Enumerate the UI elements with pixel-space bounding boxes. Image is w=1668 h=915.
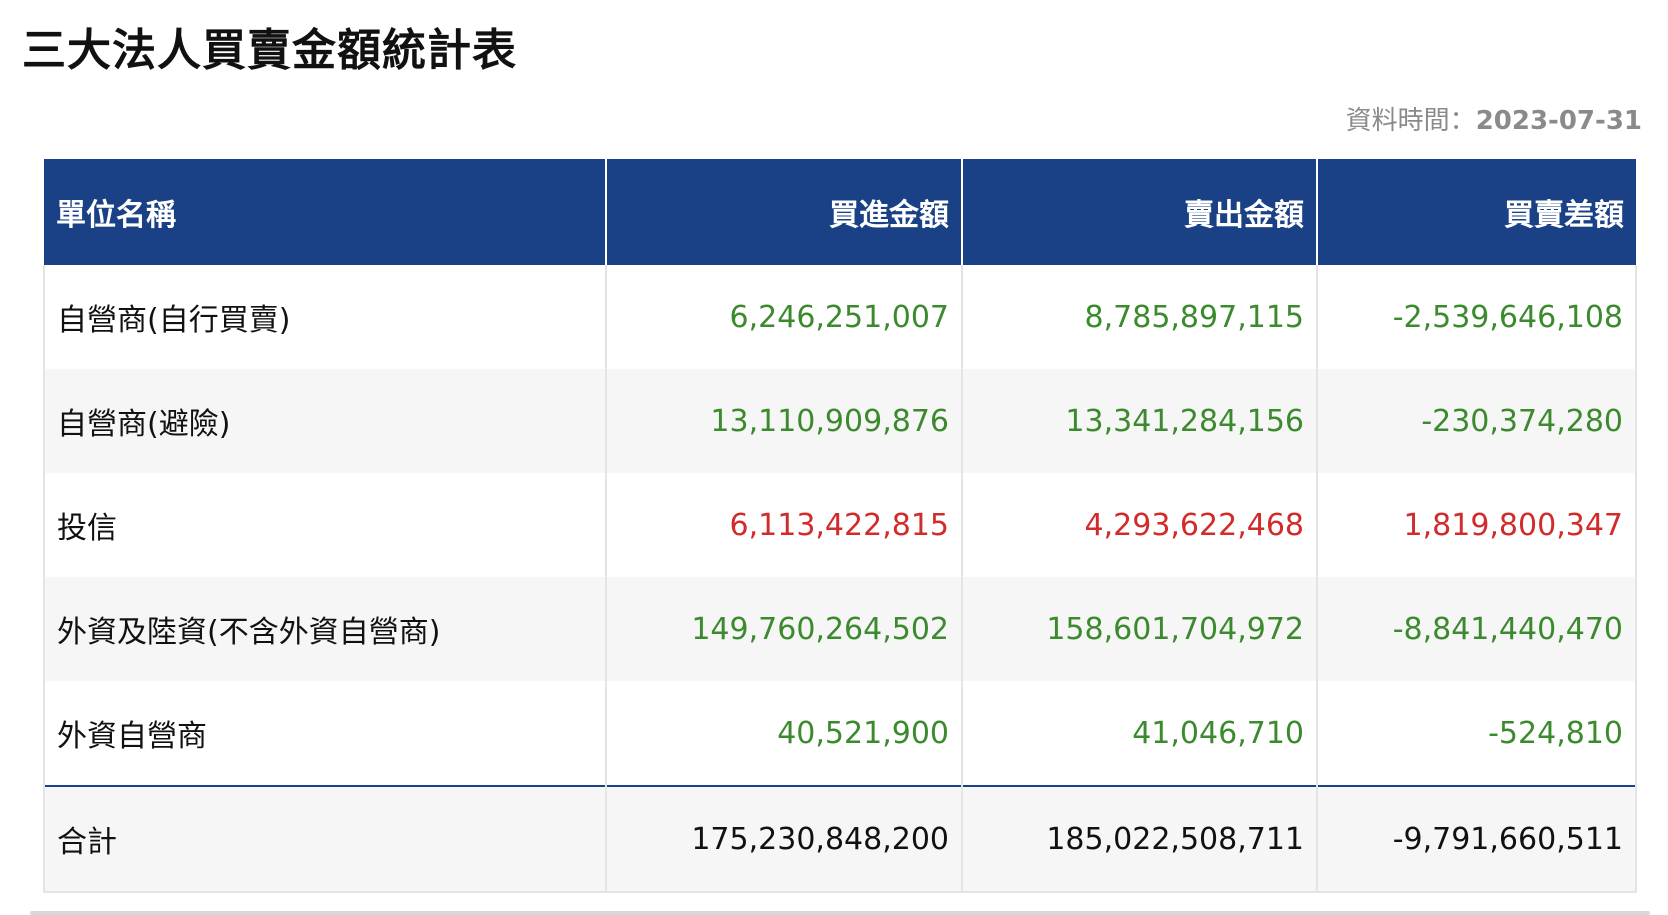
buy-amount: 149,760,264,502 xyxy=(606,577,963,681)
data-time: 資料時間：2023-07-31 xyxy=(1346,100,1642,137)
header-sell-amount: 賣出金額 xyxy=(962,159,1318,265)
buy-amount: 13,110,909,876 xyxy=(606,369,963,473)
buy-amount: 6,246,251,007 xyxy=(606,265,963,369)
total-diff-amount: -9,791,660,511 xyxy=(1317,785,1637,893)
unit-name: 外資自營商 xyxy=(43,681,607,786)
table-footer: 合計 175,230,848,200 185,022,508,711 -9,79… xyxy=(43,785,1637,893)
buy-amount: 6,113,422,815 xyxy=(606,473,963,577)
header-unit-name: 單位名稱 xyxy=(44,159,607,265)
table-row: 自營商(避險) 13,110,909,876 13,341,284,156 -2… xyxy=(43,369,1637,473)
table-body: 自營商(自行買賣) 6,246,251,007 8,785,897,115 -2… xyxy=(43,265,1637,786)
sell-amount: 41,046,710 xyxy=(962,681,1318,786)
unit-name: 投信 xyxy=(43,473,607,577)
buy-amount: 40,521,900 xyxy=(606,681,963,786)
institutional-trading-table: 單位名稱 買進金額 賣出金額 買賣差額 自營商(自行買賣) 6,246,251,… xyxy=(43,159,1637,893)
diff-amount: -2,539,646,108 xyxy=(1317,265,1637,369)
data-time-value: 2023-07-31 xyxy=(1475,106,1642,136)
diff-amount: -230,374,280 xyxy=(1317,369,1637,473)
unit-name: 外資及陸資(不含外資自營商) xyxy=(43,577,607,681)
sell-amount: 13,341,284,156 xyxy=(962,369,1318,473)
unit-name: 自營商(自行買賣) xyxy=(43,265,607,369)
total-row: 合計 175,230,848,200 185,022,508,711 -9,79… xyxy=(43,785,1637,893)
header-buy-amount: 買進金額 xyxy=(606,159,963,265)
sell-amount: 4,293,622,468 xyxy=(962,473,1318,577)
table-row: 外資及陸資(不含外資自營商) 149,760,264,502 158,601,7… xyxy=(43,577,1637,681)
unit-name: 自營商(避險) xyxy=(43,369,607,473)
header-row: 單位名稱 買進金額 賣出金額 買賣差額 xyxy=(44,159,1636,265)
table-row: 投信 6,113,422,815 4,293,622,468 1,819,800… xyxy=(43,473,1637,577)
total-buy-amount: 175,230,848,200 xyxy=(606,785,963,893)
data-time-label: 資料時間： xyxy=(1345,106,1476,136)
total-sell-amount: 185,022,508,711 xyxy=(962,785,1318,893)
sell-amount: 8,785,897,115 xyxy=(962,265,1318,369)
table-row: 自營商(自行買賣) 6,246,251,007 8,785,897,115 -2… xyxy=(43,265,1637,369)
table-header: 單位名稱 買進金額 賣出金額 買賣差額 xyxy=(44,159,1636,265)
page-title: 三大法人買賣金額統計表 xyxy=(22,25,517,76)
diff-amount: 1,819,800,347 xyxy=(1317,473,1637,577)
diff-amount: -8,841,440,470 xyxy=(1317,577,1637,681)
total-label: 合計 xyxy=(43,785,607,893)
table-row: 外資自營商 40,521,900 41,046,710 -524,810 xyxy=(43,681,1637,786)
sell-amount: 158,601,704,972 xyxy=(962,577,1318,681)
bottom-divider xyxy=(30,911,1650,915)
diff-amount: -524,810 xyxy=(1317,681,1637,786)
header-diff-amount: 買賣差額 xyxy=(1317,159,1636,265)
